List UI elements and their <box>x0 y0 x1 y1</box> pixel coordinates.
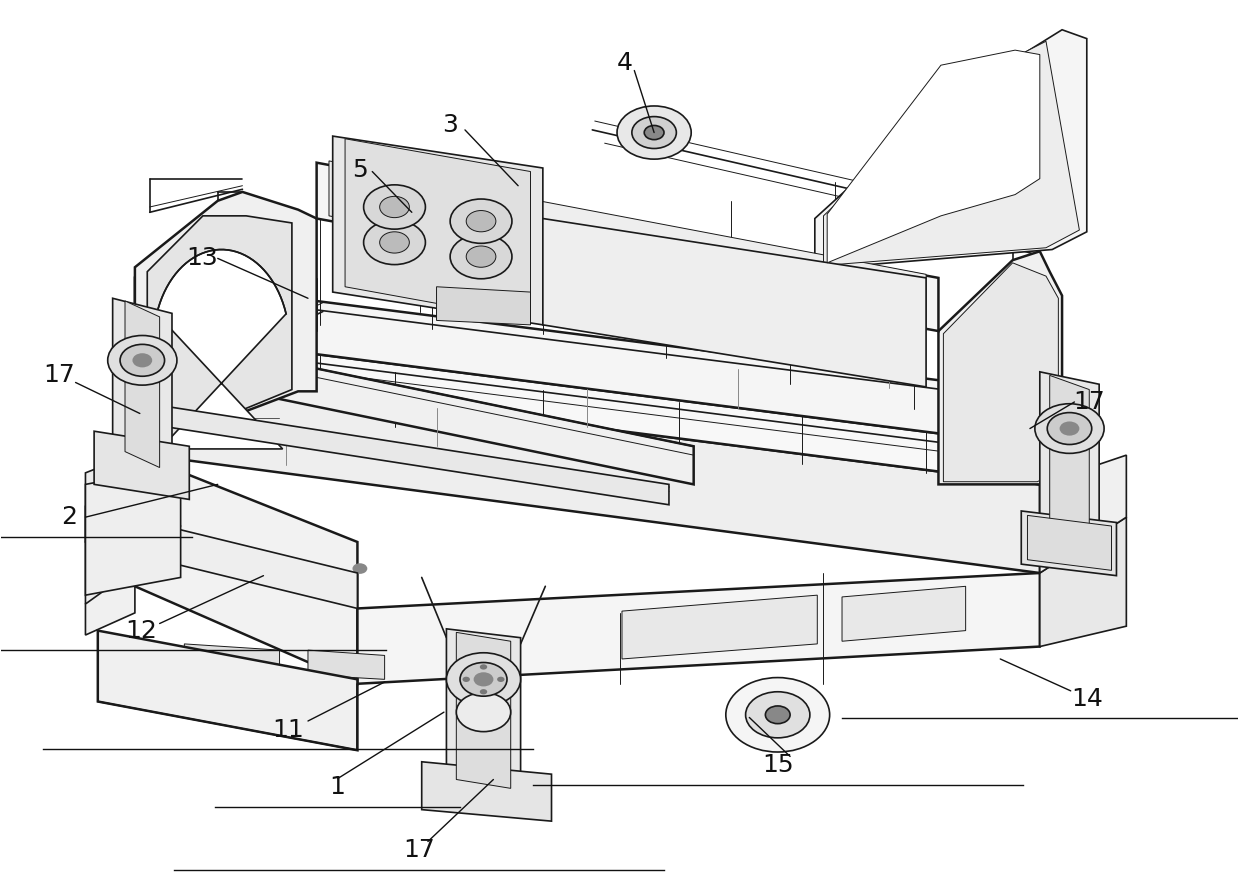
Polygon shape <box>1040 372 1099 547</box>
Circle shape <box>746 692 810 738</box>
Circle shape <box>632 116 676 148</box>
Text: 17: 17 <box>404 838 435 862</box>
Polygon shape <box>815 29 1087 269</box>
Polygon shape <box>828 50 1040 263</box>
Circle shape <box>1059 421 1079 436</box>
Circle shape <box>108 335 177 385</box>
Circle shape <box>379 196 409 218</box>
Polygon shape <box>85 587 135 635</box>
Circle shape <box>363 185 425 229</box>
Polygon shape <box>843 587 965 641</box>
Polygon shape <box>309 650 384 679</box>
Polygon shape <box>135 278 1040 446</box>
Text: 1: 1 <box>330 775 346 799</box>
Polygon shape <box>85 507 357 608</box>
Polygon shape <box>938 252 1062 485</box>
Circle shape <box>501 459 515 469</box>
Polygon shape <box>421 762 551 821</box>
Polygon shape <box>1049 375 1089 542</box>
Polygon shape <box>135 192 317 453</box>
Circle shape <box>352 564 367 574</box>
Circle shape <box>726 677 830 752</box>
Text: 4: 4 <box>617 52 632 76</box>
Polygon shape <box>1021 511 1116 576</box>
Polygon shape <box>125 301 160 468</box>
Text: 12: 12 <box>125 619 157 643</box>
Circle shape <box>446 653 520 706</box>
Polygon shape <box>135 331 694 485</box>
Circle shape <box>644 125 664 140</box>
Polygon shape <box>333 136 543 324</box>
Polygon shape <box>622 595 818 659</box>
Circle shape <box>460 662 507 696</box>
Circle shape <box>466 211 496 232</box>
Circle shape <box>497 677 504 682</box>
Polygon shape <box>85 453 135 604</box>
Text: 2: 2 <box>62 505 77 529</box>
Circle shape <box>479 664 487 669</box>
Circle shape <box>363 220 425 265</box>
Circle shape <box>466 246 496 268</box>
Polygon shape <box>456 632 510 789</box>
Polygon shape <box>1027 516 1111 571</box>
Circle shape <box>450 199 512 244</box>
Text: 5: 5 <box>352 157 368 181</box>
Polygon shape <box>157 250 286 449</box>
Polygon shape <box>85 467 181 595</box>
Polygon shape <box>344 139 530 320</box>
Polygon shape <box>543 219 926 387</box>
Polygon shape <box>138 402 669 505</box>
Polygon shape <box>436 287 530 324</box>
Polygon shape <box>94 431 190 500</box>
Polygon shape <box>135 453 357 684</box>
Polygon shape <box>330 161 926 327</box>
Circle shape <box>617 106 691 159</box>
Circle shape <box>450 235 512 279</box>
Polygon shape <box>98 630 357 750</box>
Polygon shape <box>943 263 1058 482</box>
Circle shape <box>1047 412 1092 444</box>
Polygon shape <box>135 331 1040 485</box>
Polygon shape <box>1040 517 1126 646</box>
Polygon shape <box>147 216 292 449</box>
Text: 15: 15 <box>762 753 793 777</box>
Polygon shape <box>185 644 280 677</box>
Circle shape <box>1035 404 1104 453</box>
Polygon shape <box>113 299 172 471</box>
Polygon shape <box>317 163 938 331</box>
Polygon shape <box>1040 455 1126 573</box>
Polygon shape <box>446 629 520 792</box>
Circle shape <box>379 232 409 253</box>
Circle shape <box>456 693 510 732</box>
Polygon shape <box>824 41 1079 266</box>
Text: 14: 14 <box>1070 687 1103 711</box>
Circle shape <box>479 689 487 694</box>
Text: 17: 17 <box>43 364 76 388</box>
Text: 17: 17 <box>1073 390 1105 414</box>
Circle shape <box>766 706 790 724</box>
Polygon shape <box>135 369 1040 573</box>
Text: 3: 3 <box>442 114 458 138</box>
Text: 11: 11 <box>273 717 304 741</box>
Polygon shape <box>357 573 1040 684</box>
Circle shape <box>120 344 165 376</box>
Text: 13: 13 <box>186 246 218 270</box>
Circle shape <box>462 677 470 682</box>
Circle shape <box>133 353 152 367</box>
Circle shape <box>473 672 493 686</box>
